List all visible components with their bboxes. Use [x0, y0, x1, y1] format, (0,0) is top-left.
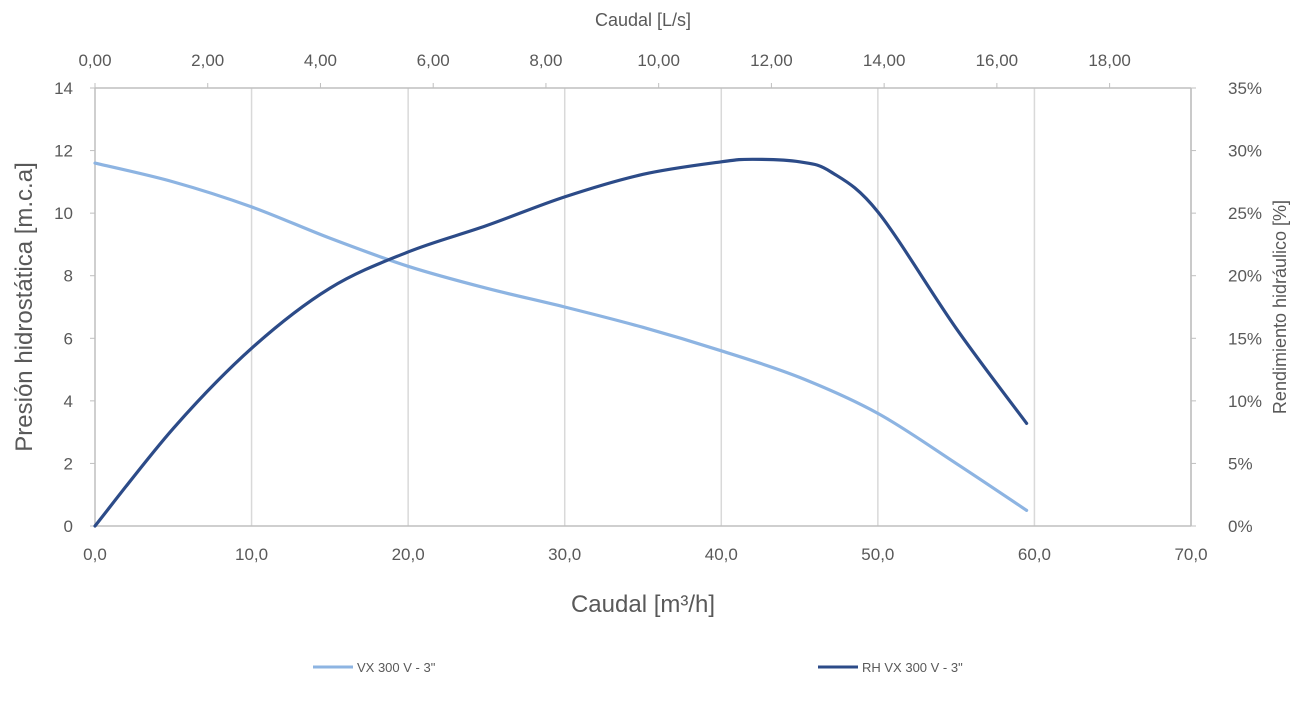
- y-right-tick-label: 10%: [1228, 392, 1262, 411]
- y-left-tick-label: 4: [64, 392, 73, 411]
- grid-lines: [250, 88, 1192, 526]
- y-right-tick-label: 35%: [1228, 79, 1262, 98]
- x-bottom-tick-label: 70,0: [1174, 545, 1207, 564]
- x-top-tick-label: 16,00: [976, 51, 1019, 70]
- x-axis-bottom-title: Caudal [m³/h]: [571, 591, 715, 618]
- x-top-tick-label: 12,00: [750, 51, 793, 70]
- y-right-tick-label: 20%: [1228, 267, 1262, 286]
- x-bottom-tick-label: 20,0: [392, 545, 425, 564]
- y-left-tick-label: 12: [54, 142, 73, 161]
- x-bottom-tick-label: 40,0: [705, 545, 738, 564]
- y-axis-right-title: Rendimiento hidráulico [%]: [1270, 200, 1290, 414]
- legend-label-series-1: VX 300 V - 3": [357, 660, 436, 675]
- y-left-tick-label: 14: [54, 79, 73, 98]
- y-right-tick-label: 30%: [1228, 142, 1262, 161]
- legend-label-series-2: RH VX 300 V - 3": [862, 660, 963, 675]
- x-bottom-tick-label: 50,0: [861, 545, 894, 564]
- x-top-tick-label: 0,00: [78, 51, 111, 70]
- x-top-tick-label: 2,00: [191, 51, 224, 70]
- y-left-tick-label: 2: [64, 454, 73, 473]
- y-right-tick-label: 15%: [1228, 329, 1262, 348]
- x-top-tick-label: 8,00: [529, 51, 562, 70]
- x-bottom-tick-label: 60,0: [1018, 545, 1051, 564]
- y-left-tick-label: 6: [64, 329, 73, 348]
- series-line-1: [93, 161, 1029, 512]
- y-left-tick-label: 10: [54, 204, 73, 223]
- axes: [90, 83, 1196, 527]
- legend: VX 300 V - 3" RH VX 300 V - 3": [313, 660, 963, 675]
- y-axis-left-title: Presión hidrostática [m.c.a]: [11, 162, 38, 451]
- y-right-tick-label: 25%: [1228, 204, 1262, 223]
- y-right-tick-label: 5%: [1228, 454, 1253, 473]
- x-top-tick-label: 6,00: [417, 51, 450, 70]
- tick-labels: 0,0 10,0 20,0 30,0 40,0 50,0 60,0 70,0 0,00 2,00 4…: [54, 51, 1262, 564]
- y-left-tick-label: 0: [64, 517, 73, 536]
- y-right-tick-label: 0%: [1228, 517, 1253, 536]
- y-left-tick-label: 8: [64, 267, 73, 286]
- x-bottom-tick-label: 10,0: [235, 545, 268, 564]
- x-top-tick-label: 14,00: [863, 51, 906, 70]
- x-top-tick-label: 4,00: [304, 51, 337, 70]
- x-top-tick-label: 10,00: [637, 51, 680, 70]
- x-bottom-tick-label: 30,0: [548, 545, 581, 564]
- series-lines: [93, 157, 1029, 528]
- series-line-2: [93, 157, 1029, 528]
- x-axis-top-title: Caudal [L/s]: [595, 10, 691, 30]
- x-top-tick-label: 18,00: [1088, 51, 1131, 70]
- x-bottom-tick-label: 0,0: [83, 545, 107, 564]
